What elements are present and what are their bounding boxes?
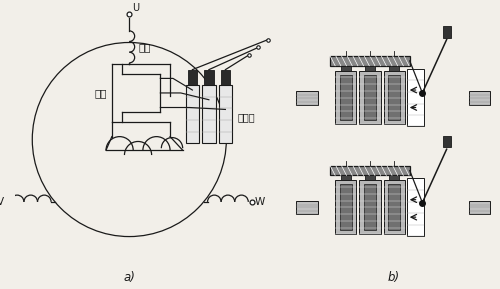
Bar bbox=[330, 166, 410, 175]
Bar bbox=[188, 70, 197, 85]
Bar bbox=[204, 70, 214, 85]
Bar bbox=[388, 75, 400, 120]
Bar bbox=[340, 75, 351, 120]
Bar bbox=[360, 71, 380, 124]
Bar bbox=[364, 75, 376, 120]
Text: V: V bbox=[0, 197, 4, 207]
Text: 转子: 转子 bbox=[94, 88, 107, 98]
Bar bbox=[220, 70, 230, 85]
Bar bbox=[469, 91, 490, 105]
Text: W: W bbox=[255, 197, 266, 207]
Bar bbox=[365, 66, 375, 71]
Bar bbox=[442, 26, 450, 38]
Bar bbox=[384, 71, 405, 124]
Text: 定子: 定子 bbox=[138, 42, 150, 52]
Bar bbox=[407, 69, 424, 126]
Bar bbox=[186, 85, 199, 143]
Bar bbox=[341, 175, 350, 180]
Bar bbox=[340, 184, 351, 230]
Text: 集电环: 集电环 bbox=[237, 112, 254, 122]
Bar bbox=[335, 71, 356, 124]
Bar bbox=[335, 180, 356, 234]
Text: U: U bbox=[132, 3, 140, 13]
Bar bbox=[384, 180, 405, 234]
Bar bbox=[364, 184, 376, 230]
Bar bbox=[341, 66, 350, 71]
Bar bbox=[202, 85, 215, 143]
Bar bbox=[296, 201, 318, 214]
Bar bbox=[442, 136, 450, 147]
Bar bbox=[388, 184, 400, 230]
Bar bbox=[296, 91, 318, 105]
Bar bbox=[365, 175, 375, 180]
Bar bbox=[407, 178, 424, 236]
Text: a): a) bbox=[124, 271, 136, 284]
Bar bbox=[330, 56, 410, 66]
Bar bbox=[218, 85, 232, 143]
Bar bbox=[390, 66, 399, 71]
Bar bbox=[360, 180, 380, 234]
Bar bbox=[390, 175, 399, 180]
Bar bbox=[469, 201, 490, 214]
Text: b): b) bbox=[387, 271, 400, 284]
